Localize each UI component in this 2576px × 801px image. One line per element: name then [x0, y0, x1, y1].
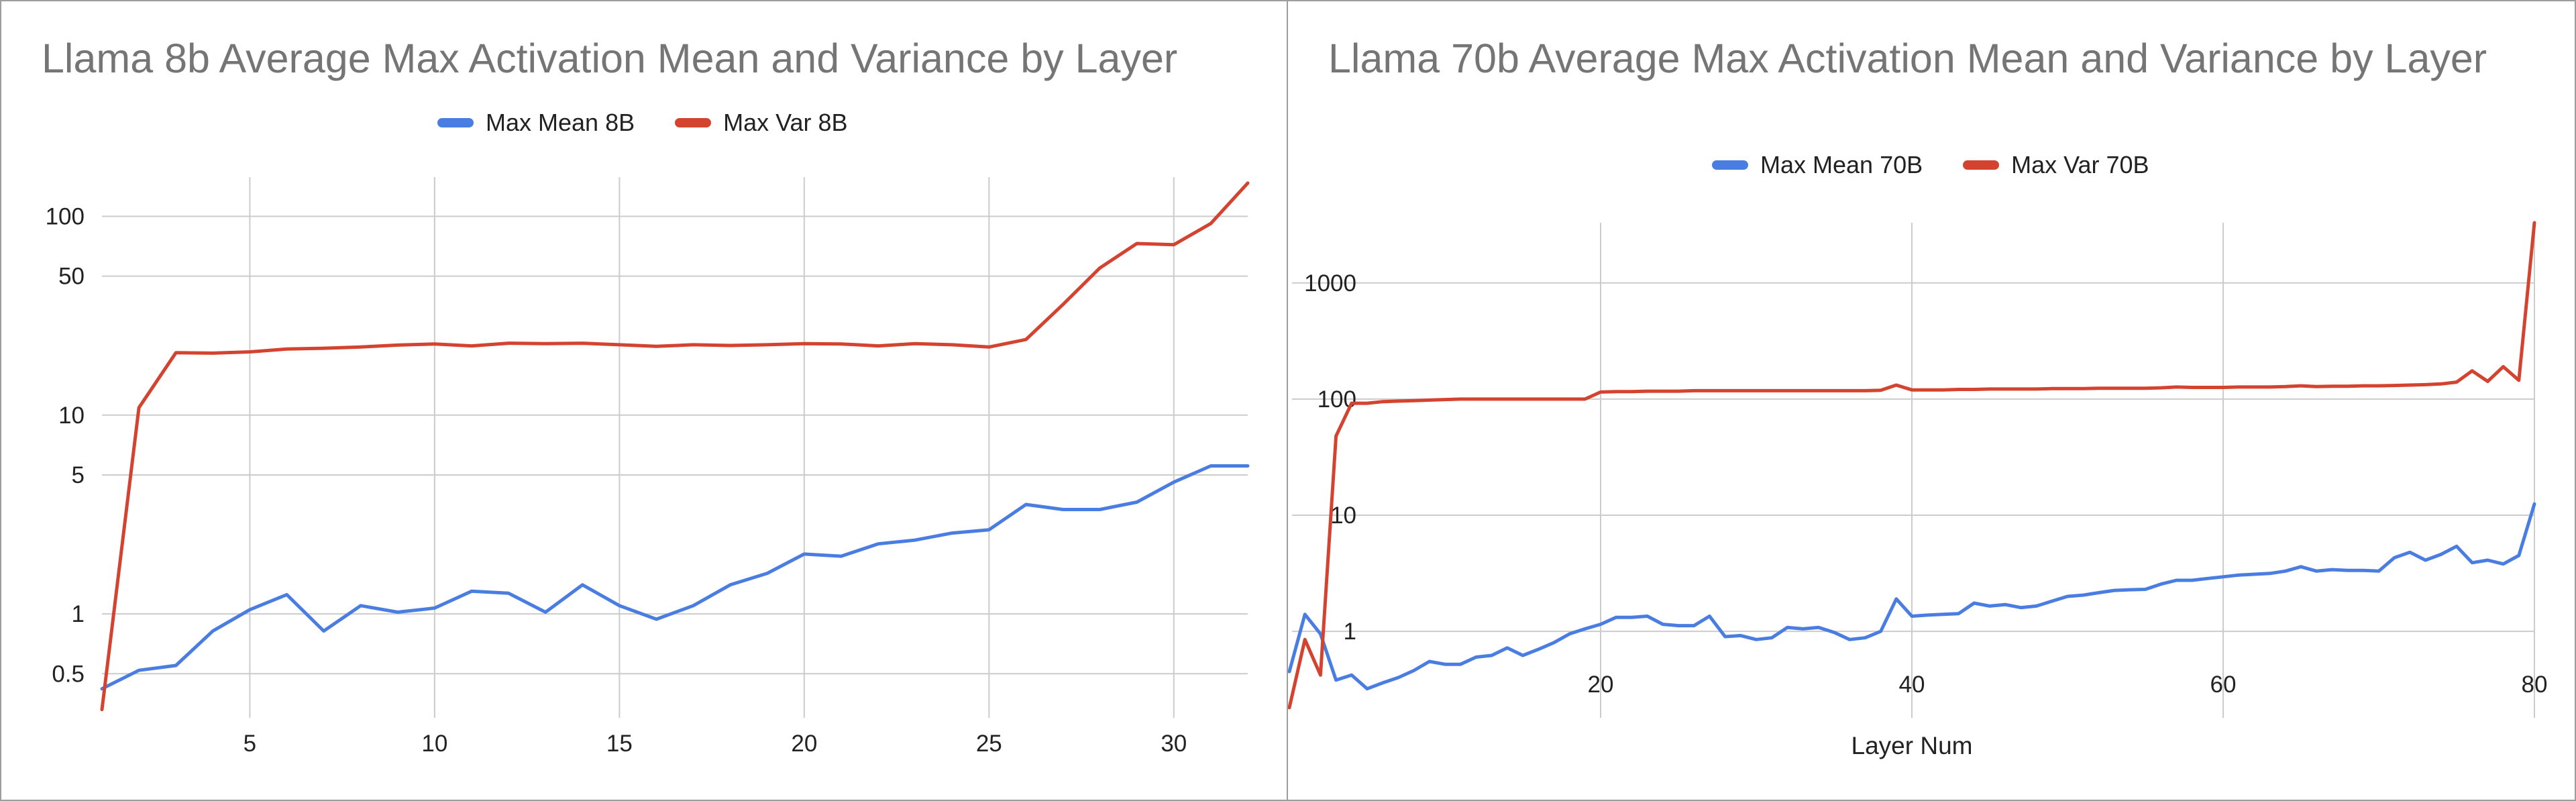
legend-label: Max Mean 8B: [486, 109, 635, 136]
x-tick-label: 15: [606, 731, 633, 757]
legend-swatch-blue: [437, 118, 474, 127]
x-tick-label: 80: [2522, 672, 2548, 698]
y-tick-label: 1: [1344, 619, 1356, 645]
y-tick-label: 100: [46, 203, 85, 229]
legend-swatch-blue: [1712, 160, 1748, 170]
y-tick-label: 0.5: [52, 661, 85, 687]
x-tick-label: 20: [791, 731, 817, 757]
x-tick-label: 30: [1161, 731, 1187, 757]
series-line-max-var-8b: [100, 181, 1250, 712]
legend-item-max-var-70b: Max Var 70B: [1963, 151, 2149, 179]
legend-item-max-mean-70b: Max Mean 70B: [1712, 151, 1923, 179]
chart-panel-70b: Llama 70b Average Max Activation Mean an…: [1287, 0, 2576, 801]
legend-label: Max Var 8B: [723, 109, 848, 136]
chart-legend: Max Mean 8B Max Var 8B: [437, 109, 848, 137]
x-axis-title: Layer Num: [1851, 732, 1973, 759]
chart-panel-8b: Llama 8b Average Max Activation Mean and…: [0, 0, 1288, 801]
y-tick-label: 1000: [1304, 270, 1356, 297]
y-tick-label: 10: [1330, 502, 1356, 529]
x-tick-label: 10: [421, 731, 447, 757]
series-line-max-mean-8b: [100, 464, 1250, 691]
x-tick-label: 60: [2210, 672, 2237, 698]
legend-swatch-red: [1963, 160, 2000, 170]
y-tick-label: 1: [72, 601, 85, 627]
legend-item-max-mean-8b: Max Mean 8B: [437, 109, 635, 137]
x-tick-label: 20: [1588, 672, 1614, 698]
legend-label: Max Mean 70B: [1760, 151, 1923, 178]
chart-title: Llama 70b Average Max Activation Mean an…: [1328, 36, 2487, 81]
x-tick-label: 25: [976, 731, 1002, 757]
chart-title: Llama 8b Average Max Activation Mean and…: [42, 36, 1178, 81]
x-tick-label: 5: [244, 731, 256, 757]
y-tick-label: 10: [58, 403, 85, 429]
legend-label: Max Var 70B: [2011, 151, 2149, 178]
y-tick-label: 5: [72, 462, 85, 488]
x-tick-label: 40: [1899, 672, 1925, 698]
legend-swatch-red: [675, 118, 712, 127]
series-line-max-mean-70b: [1288, 502, 2536, 691]
chart-legend: Max Mean 70B Max Var 70B: [1712, 151, 2149, 179]
legend-item-max-var-8b: Max Var 8B: [675, 109, 848, 137]
series-line-max-var-70b: [1288, 221, 2536, 710]
y-tick-label: 50: [58, 264, 85, 290]
